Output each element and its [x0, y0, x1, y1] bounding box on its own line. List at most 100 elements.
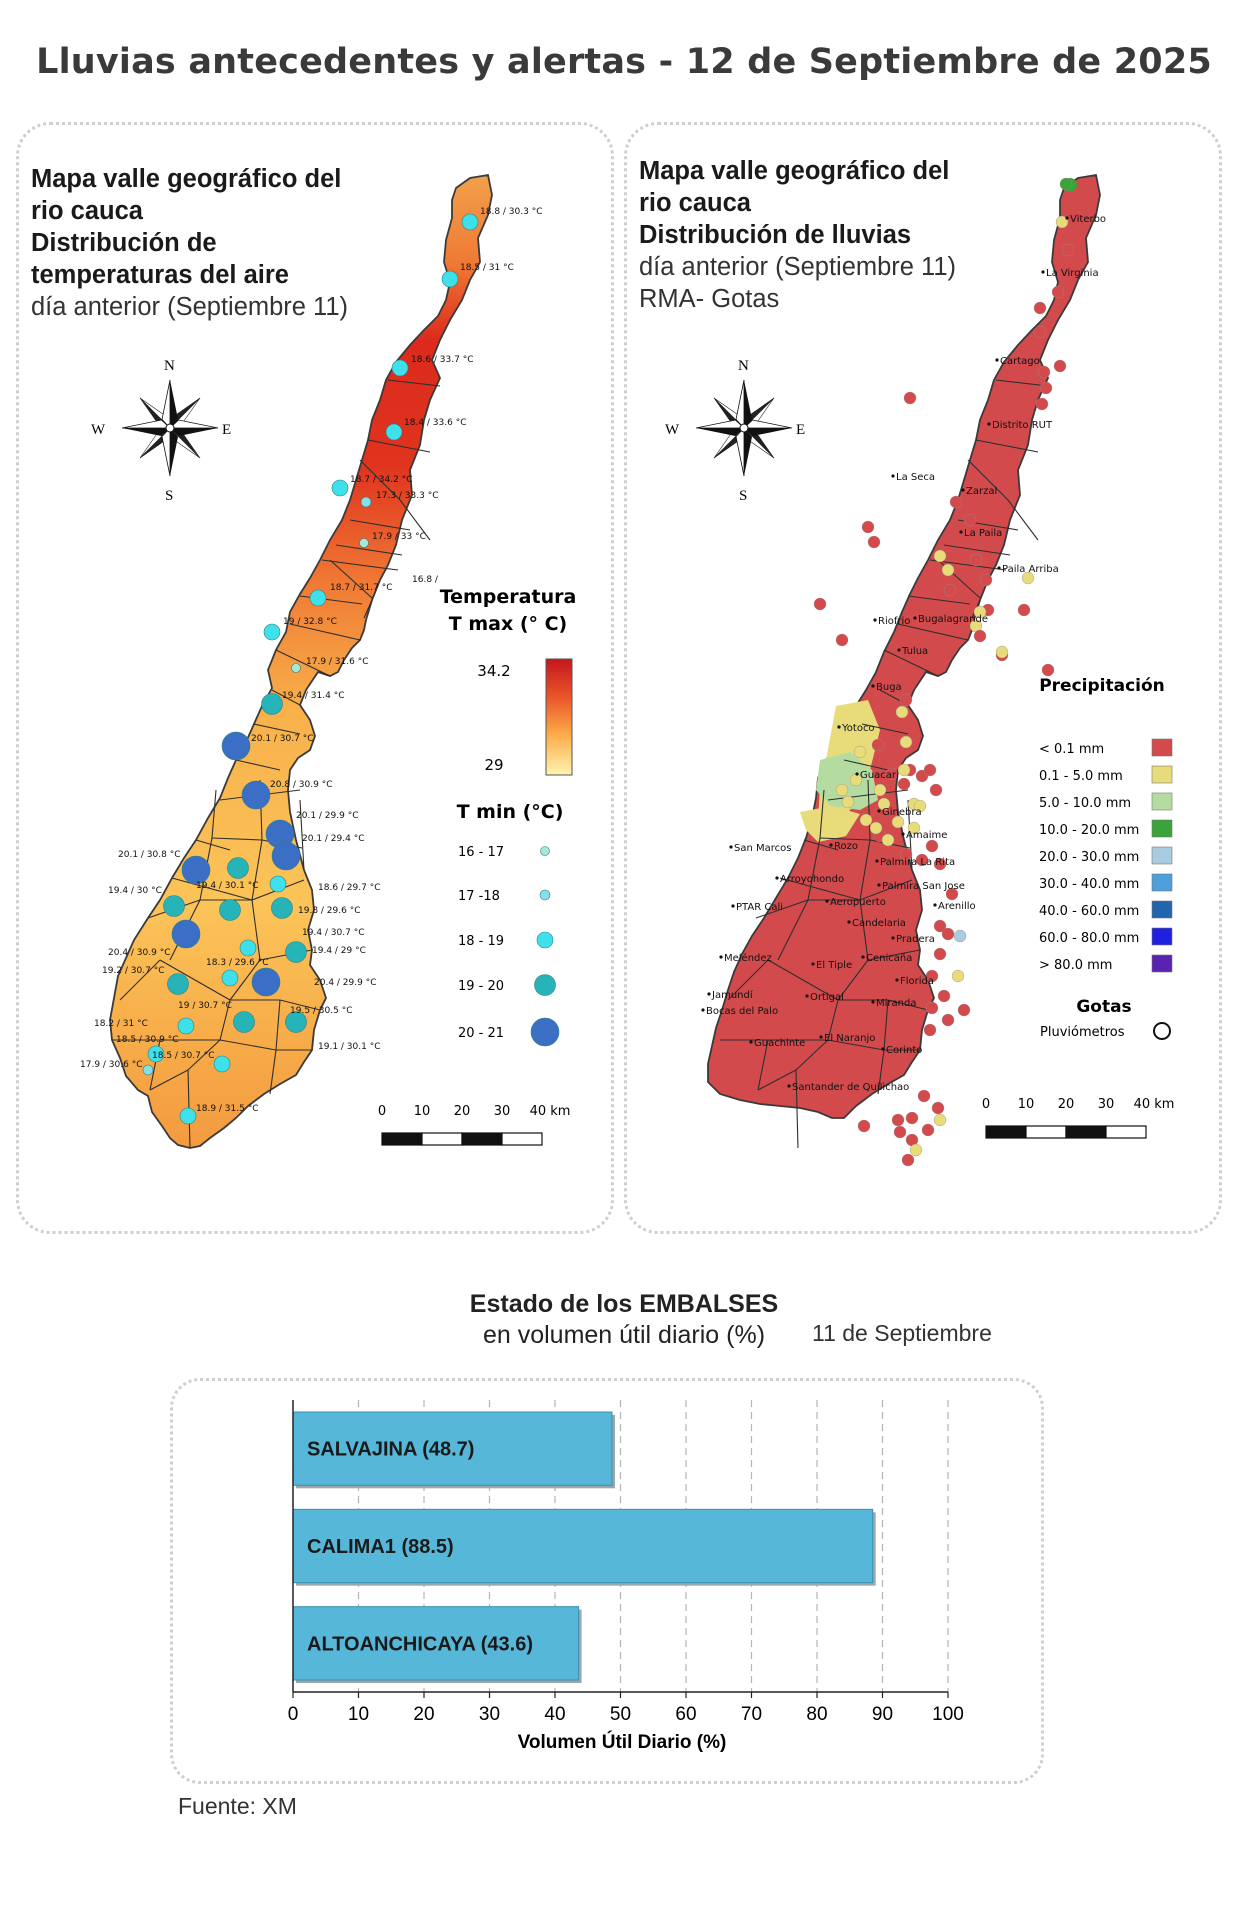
- voronoi-edge: [211, 837, 263, 841]
- temperature-station: [359, 538, 369, 548]
- voronoi-edge: [861, 723, 909, 735]
- tmin-class-label: 19 - 20: [458, 979, 504, 994]
- rain-gauge: [859, 813, 873, 827]
- voronoi-edge: [229, 959, 261, 1001]
- station-label: 19.4 / 30 °C: [108, 886, 162, 896]
- station-label: 19.4 / 30.1 °C: [196, 881, 258, 891]
- precip-class-swatch: [1151, 954, 1173, 973]
- voronoi-edge: [271, 689, 301, 706]
- compass-point: [170, 428, 218, 436]
- rain-gauge: [937, 989, 951, 1003]
- scale-label: 20: [454, 1104, 471, 1119]
- town-dot: [877, 809, 881, 813]
- town-label: Tulua: [901, 646, 928, 657]
- rain-gauge: [933, 549, 947, 563]
- rain-gauge: [857, 1119, 871, 1133]
- rain-gauge: [945, 887, 959, 901]
- rain-gauge: [1051, 285, 1065, 299]
- rain-gauge: [925, 969, 939, 983]
- temperature-station: [227, 857, 249, 879]
- rain-patch: [800, 806, 860, 842]
- scale-label: 30: [1098, 1097, 1115, 1112]
- legend-tmax-title: Temperatura: [440, 586, 577, 608]
- compass-point: [744, 428, 752, 476]
- voronoi-edge: [943, 544, 1011, 556]
- town-label: Rozo: [834, 841, 858, 852]
- reservoir-chart-date: 11 de Septiembre: [812, 1320, 992, 1346]
- voronoi-edge: [359, 459, 401, 501]
- voronoi-edge: [219, 999, 231, 1041]
- tmax-color-ramp: [545, 658, 573, 776]
- station-label: 18.7 / 31.7 °C: [330, 583, 392, 593]
- town-label: Bocas del Palo: [706, 1006, 778, 1017]
- reservoir-bar: [292, 1411, 613, 1486]
- voronoi-edge: [859, 879, 913, 901]
- rain-gauge: [1053, 359, 1067, 373]
- town-label: Viterbo: [1070, 214, 1106, 225]
- town-dot: [819, 1035, 823, 1039]
- town-label: Florida: [900, 976, 934, 987]
- compass-e: E: [222, 422, 231, 438]
- town-dot: [871, 1000, 875, 1004]
- compass-rose-icon: N S E W: [91, 358, 231, 504]
- title-line: Mapa valle geográfico del: [639, 157, 950, 185]
- voronoi-edge: [827, 999, 839, 1041]
- town-label: Candelaria: [852, 918, 906, 929]
- rain-gauge: [895, 705, 909, 719]
- voronoi-edge: [275, 999, 281, 1051]
- rain-gauge: [973, 629, 987, 643]
- town-label: Guacari: [860, 770, 899, 781]
- rain-gauge: [835, 633, 849, 647]
- scale-label: 20: [1058, 1097, 1075, 1112]
- town-label: Riofrio: [878, 616, 910, 627]
- rain-gauge: [923, 1023, 937, 1037]
- town-label: Pradera: [896, 934, 935, 945]
- town-dot: [891, 936, 895, 940]
- temperature-station: [179, 1107, 197, 1125]
- rain-gauge: [925, 839, 939, 853]
- reservoir-bar-label: SALVAJINA (48.7): [307, 1439, 474, 1461]
- rain-gauge: [835, 783, 849, 797]
- town-label: La Paila: [964, 528, 1002, 539]
- town-dot: [729, 845, 733, 849]
- voronoi-edge: [767, 959, 839, 1001]
- town-dot: [707, 992, 711, 996]
- compass-point: [735, 379, 745, 430]
- x-tick-label: 20: [413, 1704, 434, 1725]
- rainfall-map-panel: [624, 122, 1222, 1234]
- voronoi-edge: [887, 999, 929, 1011]
- temperature-station: [233, 1011, 255, 1033]
- voronoi-edge: [897, 623, 969, 641]
- temperature-map-title: Mapa valle geográfico del rio cauca Dist…: [31, 163, 431, 323]
- tmin-legend: 16 - 17 17 -18 18 - 19 19 - 20 20 - 21: [458, 845, 560, 1047]
- voronoi-edge: [837, 959, 869, 1001]
- rain-gauge: [1037, 365, 1051, 379]
- title-line: Mapa valle geográfico del: [31, 165, 342, 193]
- temperature-station: [285, 941, 307, 963]
- town-label: Palmira La Rita: [880, 857, 955, 868]
- precip-class-label: 5.0 - 10.0 mm: [1039, 796, 1131, 811]
- rain-gauge: [995, 645, 1009, 659]
- tmin-class-symbol: [539, 889, 551, 901]
- town-dot: [877, 883, 881, 887]
- scale-label: 30: [494, 1104, 511, 1119]
- voronoi-edge: [867, 949, 921, 961]
- rain-gauge-dots: [813, 177, 1075, 1167]
- rain-gauge: [933, 947, 947, 961]
- temperature-station: [385, 423, 403, 441]
- voronoi-edge: [859, 839, 871, 901]
- town-dot: [811, 962, 815, 966]
- tmin-class-label: 18 - 19: [458, 934, 504, 949]
- temperature-station: [360, 496, 372, 508]
- tmin-class-symbol: [534, 974, 556, 996]
- station-label: 19.2 / 30.7 °C: [102, 966, 164, 976]
- chart-x-axis: 0 10 20 30 40 50 60 70 80 90 100: [288, 1400, 964, 1725]
- station-label: 20.1 / 29.4 °C: [302, 834, 364, 844]
- rain-gauge: [951, 969, 965, 983]
- rain-gauge: [943, 583, 957, 597]
- compass-center: [165, 423, 175, 433]
- town-label: Santander de Quilichao: [792, 1082, 909, 1093]
- rain-gauge: [969, 553, 983, 567]
- rain-gauge: [1061, 243, 1075, 257]
